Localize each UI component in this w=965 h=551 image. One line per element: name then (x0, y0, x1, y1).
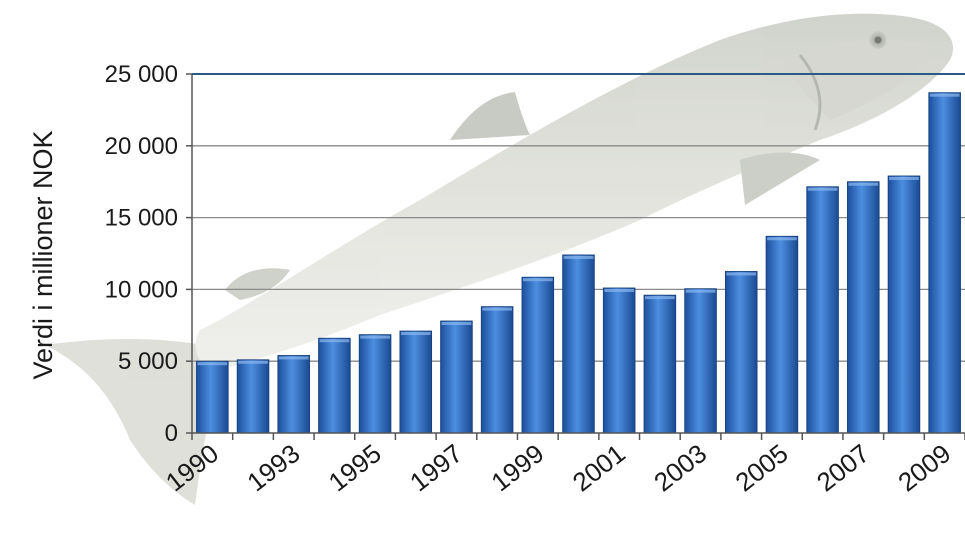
y-tick-label: 20 000 (105, 133, 178, 160)
bar (562, 254, 595, 434)
bar-highlight (848, 182, 879, 186)
bar (480, 306, 514, 434)
y-tick-label: 15 000 (105, 205, 178, 232)
bar (847, 181, 880, 434)
x-tick-label: 1993 (241, 438, 305, 497)
bar-highlight (360, 335, 390, 339)
bar (724, 271, 758, 434)
bar-highlight (685, 289, 716, 293)
y-tick-label: 25 000 (105, 61, 178, 88)
bar (643, 294, 677, 434)
x-tick-label: 1995 (323, 438, 387, 497)
bar-highlight (563, 255, 594, 259)
x-tick-label: 1997 (404, 438, 468, 497)
y-tick-label: 5 000 (118, 348, 178, 375)
bar-highlight (726, 272, 757, 276)
bar (358, 334, 392, 434)
bar (440, 320, 473, 434)
bar-highlight (767, 237, 797, 241)
bar-highlight (645, 296, 675, 300)
bar (318, 337, 351, 434)
axes (186, 73, 965, 440)
x-tick-label: 2009 (892, 438, 956, 497)
y-tick-label: 0 (165, 420, 178, 447)
bar-highlight (522, 278, 553, 282)
bar-highlight (319, 339, 350, 343)
x-tick-label: 2001 (567, 438, 631, 497)
bar (399, 330, 433, 434)
bar-highlight (441, 321, 472, 325)
bar-highlight (889, 176, 919, 180)
bar (236, 359, 270, 434)
y-axis-label: Verdi i millioner NOK (28, 130, 58, 379)
bar (277, 355, 310, 434)
x-tick-label: 1999 (485, 438, 549, 497)
salmon-fish-image (45, 13, 954, 505)
bar (684, 288, 717, 434)
bar-highlight (197, 362, 228, 366)
x-tick-label: 2003 (648, 438, 712, 497)
bar (196, 360, 229, 434)
bar-highlight (604, 288, 635, 292)
bar-highlight (278, 356, 309, 360)
y-tick-labels: 0 5 000 10 000 15 000 20 000 25 000 (105, 61, 178, 447)
bar (602, 287, 636, 434)
bar (887, 175, 921, 434)
y-tick-label: 10 000 (105, 276, 178, 303)
bar (521, 276, 555, 434)
bars (196, 92, 961, 434)
bar (928, 92, 961, 434)
bar (806, 186, 839, 434)
x-tick-label: 2005 (730, 438, 794, 497)
bar-highlight (482, 307, 512, 311)
bar (765, 235, 799, 434)
bar-highlight (238, 360, 268, 364)
x-tick-label: 2007 (811, 438, 875, 497)
bar-highlight (929, 93, 960, 97)
bar-highlight (400, 332, 431, 336)
x-tick-labels: 1990 1993 1995 1997 1999 2001 2003 2005 2007 2009 (160, 438, 956, 497)
bar-highlight (807, 187, 838, 191)
